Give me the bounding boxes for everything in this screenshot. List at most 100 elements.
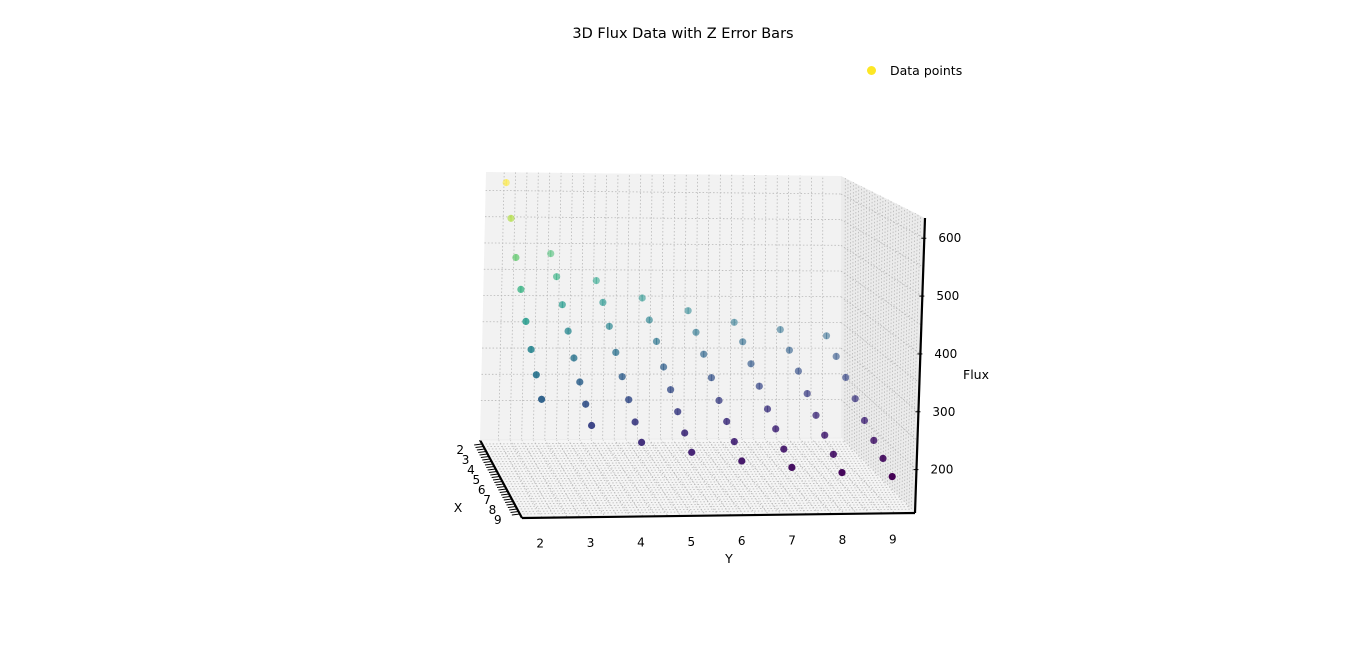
z-tick-label: 500 xyxy=(936,289,959,303)
grid-line xyxy=(840,347,919,413)
data-point xyxy=(788,463,796,471)
grid-line xyxy=(602,439,656,517)
grid-line xyxy=(484,446,850,450)
y-tick-label: 5 xyxy=(687,535,695,549)
data-point xyxy=(618,373,626,381)
data-point xyxy=(667,386,675,394)
data-point xyxy=(785,346,794,354)
grid-line xyxy=(495,465,869,470)
data-point xyxy=(803,390,811,398)
grid-line xyxy=(882,199,889,481)
grid-line xyxy=(492,460,864,465)
x-tick-mark xyxy=(495,483,504,486)
data-point xyxy=(553,273,561,281)
data-point xyxy=(564,327,572,335)
grid-line xyxy=(787,438,858,515)
y-tick-label: 7 xyxy=(788,534,796,548)
legend-marker xyxy=(867,65,876,75)
data-point xyxy=(821,431,829,439)
y-axis-label: Y xyxy=(724,551,733,566)
data-point xyxy=(692,328,700,336)
grid-line xyxy=(544,172,551,440)
data-point xyxy=(652,337,661,345)
grid-line xyxy=(521,172,528,440)
z-tick-label: 400 xyxy=(934,347,957,361)
data-point xyxy=(812,411,820,419)
data-point xyxy=(879,454,887,462)
data-point xyxy=(772,425,780,433)
x-tick-label: 8 xyxy=(489,503,497,517)
grid-line xyxy=(498,470,874,475)
data-point xyxy=(645,316,653,324)
grid-line xyxy=(503,479,883,485)
x-tick-mark xyxy=(510,511,519,513)
data-point xyxy=(558,301,566,309)
grid-line xyxy=(491,458,862,462)
data-point xyxy=(582,400,590,408)
data-point xyxy=(715,396,723,405)
grid-line xyxy=(858,186,862,457)
data-point xyxy=(684,307,692,315)
x-tick-mark xyxy=(511,513,520,516)
y-tick-label: 2 xyxy=(536,537,544,551)
data-point xyxy=(527,345,535,354)
data-point xyxy=(688,448,696,456)
data-point xyxy=(638,438,646,446)
x-tick-mark xyxy=(480,456,489,458)
data-point xyxy=(502,179,510,187)
data-point xyxy=(730,318,738,326)
x-tick-mark xyxy=(488,471,498,473)
data-point xyxy=(660,363,668,371)
legend-label: Data points xyxy=(890,62,963,78)
grid-line xyxy=(498,439,543,518)
grid-line xyxy=(898,209,908,498)
grid-line xyxy=(555,172,562,440)
x-tick-mark xyxy=(503,498,512,501)
grid-line xyxy=(502,477,881,482)
grid-lines xyxy=(480,172,925,518)
data-point xyxy=(776,326,784,334)
data-point xyxy=(730,438,738,446)
grid-line xyxy=(752,438,820,515)
x-tick-mark xyxy=(492,478,502,481)
x-tick-mark xyxy=(496,486,506,488)
grid-line xyxy=(896,207,905,495)
z-ticks: 200 300 400 500 600 xyxy=(913,231,961,477)
grid-line xyxy=(483,443,848,447)
data-point xyxy=(888,473,896,481)
x-tick-mark xyxy=(507,506,516,508)
grid-line xyxy=(856,184,860,454)
data-point xyxy=(576,378,584,386)
grid-line xyxy=(556,439,606,518)
grid-line xyxy=(498,172,505,440)
data-point xyxy=(763,405,772,413)
x-tick-mark xyxy=(505,501,514,503)
data-point xyxy=(612,348,620,356)
x-tick-mark xyxy=(483,461,492,463)
data-point xyxy=(625,396,633,404)
grid-line xyxy=(487,451,855,455)
x-tick-mark xyxy=(499,491,508,493)
grid-line xyxy=(648,173,653,440)
grid-line xyxy=(875,195,881,474)
y-tick-label: 3 xyxy=(587,536,595,550)
data-point xyxy=(700,350,708,358)
grid-line xyxy=(514,499,902,505)
grid-line xyxy=(840,270,922,326)
grid-line xyxy=(840,296,921,355)
y-tick-label: 9 xyxy=(889,532,897,546)
grid-line xyxy=(482,321,842,323)
grid-line xyxy=(840,322,920,384)
grid-line xyxy=(481,373,842,375)
x-tick-label: 2 xyxy=(456,443,464,457)
grid-line xyxy=(870,192,876,469)
x-tick-label: 7 xyxy=(483,493,491,507)
grid-line xyxy=(486,448,852,452)
data-point xyxy=(570,354,578,362)
x-tick-mark xyxy=(490,473,499,476)
grid-line xyxy=(775,438,845,515)
grid-line xyxy=(901,210,911,500)
grid-line xyxy=(851,182,854,450)
grid-line xyxy=(660,173,664,440)
